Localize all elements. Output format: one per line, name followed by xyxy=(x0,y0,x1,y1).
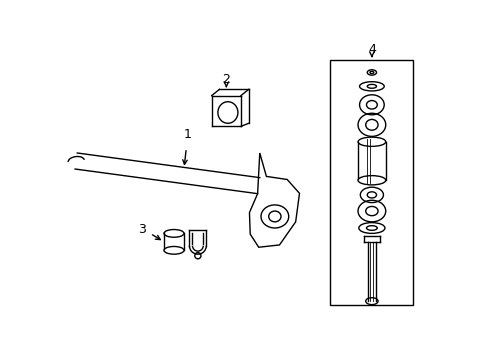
Text: 2: 2 xyxy=(222,73,230,86)
Bar xyxy=(329,60,413,305)
Text: 3: 3 xyxy=(138,224,146,237)
Ellipse shape xyxy=(357,176,385,185)
Text: 4: 4 xyxy=(367,43,375,56)
Text: 1: 1 xyxy=(183,128,191,141)
Ellipse shape xyxy=(163,247,183,254)
